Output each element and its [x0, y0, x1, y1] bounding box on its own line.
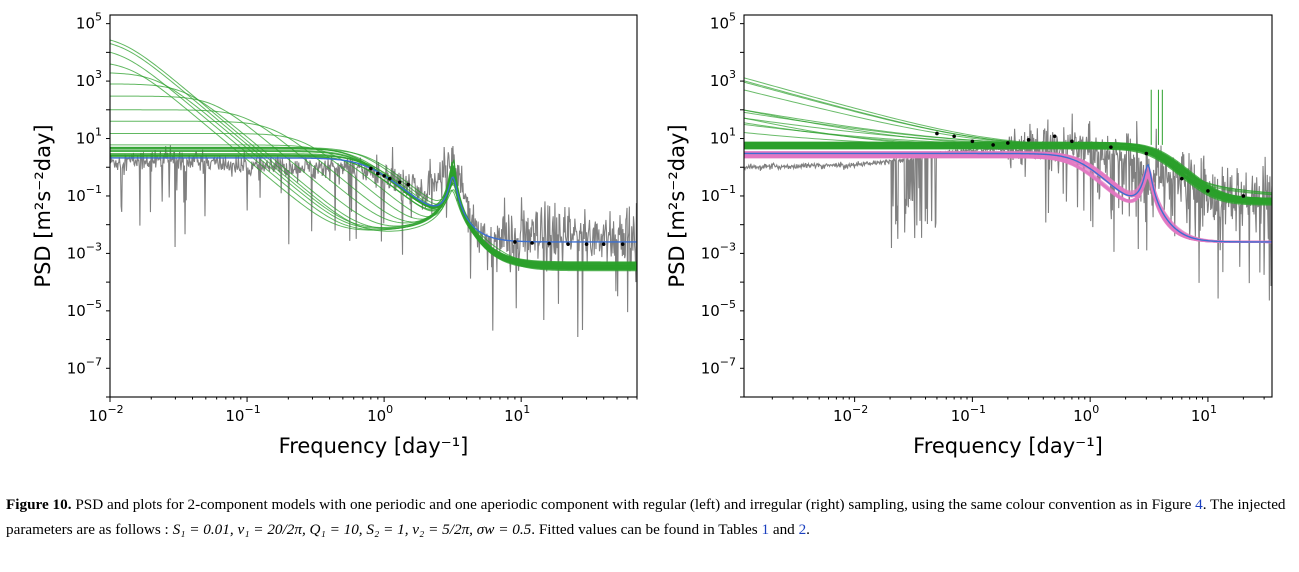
- binned-point: [1070, 139, 1074, 144]
- binned-point: [1109, 145, 1113, 149]
- binned-point: [1052, 134, 1057, 139]
- caption-table-ref-2[interactable]: 2: [798, 521, 807, 538]
- y-tick-label: 10−5: [67, 298, 102, 320]
- binned-point: [1206, 189, 1210, 193]
- binned-point: [387, 176, 392, 181]
- y-axis-label: PSD [m²s⁻²day]: [665, 124, 689, 287]
- binned-point: [584, 242, 589, 246]
- y-tick-label: 103: [710, 68, 736, 90]
- x-tick-label: 10−1: [225, 403, 260, 425]
- binned-point: [547, 241, 551, 246]
- x-tick-label: 100: [367, 403, 393, 425]
- y-tick-label: 101: [710, 126, 736, 148]
- y-tick-label: 10−3: [701, 240, 736, 262]
- binned-point: [369, 166, 373, 171]
- binned-point: [620, 242, 625, 246]
- binned-point: [1006, 141, 1010, 145]
- caption-text-2: . The injected parameters are as follows…: [6, 496, 1286, 538]
- binned-point: [970, 139, 975, 144]
- binned-point: [1180, 176, 1184, 181]
- caption-text-1: PSD and plots for 2-component models wit…: [75, 496, 1192, 513]
- binned-point: [991, 143, 995, 147]
- plot-area: [110, 39, 637, 337]
- y-tick-label: 101: [76, 126, 102, 148]
- x-tick-label: 101: [504, 403, 530, 425]
- y-tick-label: 10−7: [701, 355, 736, 377]
- x-tick-label: 10−1: [951, 403, 986, 425]
- binned-point: [1144, 151, 1149, 156]
- posterior-sample-alt-line: [744, 156, 1272, 244]
- posterior-sample-alt-line: [744, 154, 1272, 244]
- binned-point: [376, 171, 380, 176]
- y-tick-label: 10−5: [701, 298, 736, 320]
- y-tick-label: 10−7: [67, 355, 102, 377]
- binned-point: [952, 134, 956, 139]
- posterior-sample-alt-line: [744, 154, 1272, 244]
- figure-caption: Figure 10. PSD and plots for 2-component…: [6, 492, 1294, 542]
- binned-point: [935, 131, 939, 136]
- y-axis-label: PSD [m²s⁻²day]: [31, 124, 55, 287]
- posterior-sample-alt-line: [744, 156, 1272, 244]
- y-tick-label: 10−1: [67, 183, 102, 205]
- true-model-line: [744, 152, 1272, 243]
- y-tick-label: 10−1: [701, 183, 736, 205]
- binned-point: [382, 174, 386, 178]
- observed-psd-line: [110, 145, 637, 337]
- caption-text-5: .: [806, 521, 810, 538]
- posterior-sample-alt-line: [744, 156, 1272, 244]
- caption-text-3: . Fitted values can be found in Tables: [531, 521, 758, 538]
- figure: 105 103 101 10−1 10−3 10−5 10−7 10−2 10−1 100 101 F…: [31, 11, 1273, 458]
- x-tick-label: 10−2: [88, 403, 123, 425]
- binned-point: [566, 242, 570, 246]
- binned-point: [601, 242, 606, 246]
- caption-text-4: and: [772, 521, 795, 538]
- posterior-sample-alt-line: [744, 155, 1272, 244]
- binned-point: [1026, 138, 1031, 142]
- y-tick-label: 105: [76, 11, 102, 33]
- binned-point: [530, 241, 534, 245]
- x-axis-label: Frequency [day⁻¹]: [279, 434, 469, 458]
- caption-label: Figure 10.: [6, 496, 72, 513]
- binned-point: [406, 182, 411, 187]
- x-tick-label: 10−2: [833, 403, 868, 425]
- axes-frame: [743, 14, 1273, 398]
- binned-point: [397, 180, 402, 185]
- x-tick-label: 100: [1073, 403, 1099, 425]
- x-tick-label: 101: [1191, 403, 1217, 425]
- y-tick-label: 10−3: [67, 240, 102, 262]
- axes-frame: [109, 14, 638, 398]
- y-tick-label: 105: [710, 11, 736, 33]
- left-panel: 105 103 101 10−1 10−3 10−5 10−7 10−2 10−1 100 101 F…: [31, 11, 638, 458]
- binned-point: [513, 240, 517, 244]
- posterior-sample-alt-line: [744, 155, 1272, 244]
- caption-table-ref-1[interactable]: 1: [761, 521, 770, 538]
- caption-params: S₁ = 0.01, ν₁ = 20/2π, Q₁ = 10, S₂ = 1, …: [172, 521, 532, 538]
- right-panel: 105 103 101 10−1 10−3 10−5 10−7 10−2 10−1 100 101 F…: [665, 11, 1273, 458]
- y-tick-label: 103: [76, 68, 102, 90]
- plot-area: [744, 77, 1272, 301]
- x-axis-label: Frequency [day⁻¹]: [913, 434, 1103, 458]
- binned-point: [1241, 194, 1246, 198]
- caption-figure-ref[interactable]: 4: [1195, 496, 1203, 513]
